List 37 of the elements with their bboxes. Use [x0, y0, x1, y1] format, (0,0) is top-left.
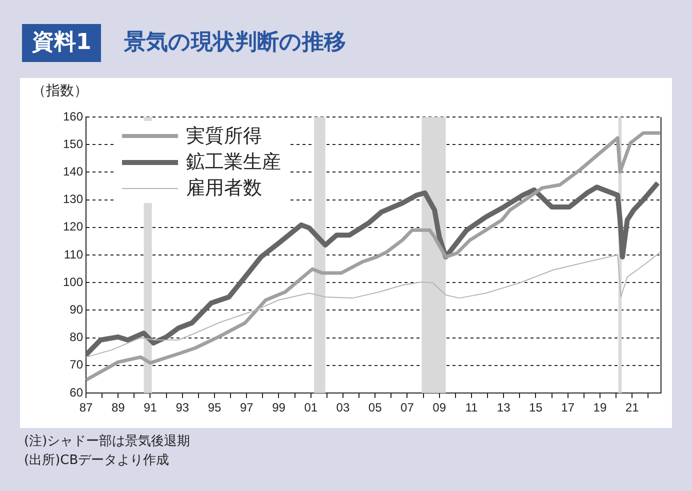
x-tick-label: 01: [304, 400, 318, 415]
legend-label: 鉱工業生産: [185, 150, 281, 175]
text: 資料1: [22, 24, 102, 62]
y-tick-label: 110: [64, 247, 84, 262]
y-tick-label: 90: [70, 302, 84, 317]
x-tick-label: 09: [432, 400, 446, 415]
x-tick-label: 17: [561, 400, 575, 415]
y-tick-label: 60: [70, 385, 84, 400]
x-tick-label: 91: [144, 400, 158, 415]
x-tick-label: 99: [272, 400, 286, 415]
text: (出所)CBデータより作成: [24, 452, 170, 470]
x-tick-label: 05: [368, 400, 382, 415]
x-tick-label: 11: [465, 400, 478, 415]
x-tick-label: 07: [400, 400, 414, 415]
legend-label: 雇用者数: [185, 176, 263, 201]
x-tick-label: 19: [593, 400, 607, 415]
chart-title: 景気の現状判断の推移: [124, 29, 346, 57]
x-tick-label: 95: [208, 400, 222, 415]
y-tick-label: 100: [62, 274, 84, 289]
y-tick-label: 160: [62, 109, 84, 124]
x-tick-label: 97: [240, 400, 254, 415]
text: (注)シャドー部は景気後退期: [24, 433, 190, 451]
x-tick-label: 15: [529, 400, 543, 415]
x-tick-label: 21: [625, 400, 640, 415]
x-tick-label: 13: [496, 400, 511, 415]
x-tick-label: 89: [111, 400, 126, 415]
y-axis-title: （指数）: [32, 82, 88, 100]
x-tick-label: 93: [176, 400, 190, 415]
x-tick-label: 03: [336, 400, 350, 415]
y-tick-label: 70: [70, 358, 84, 372]
y-tick-label: 120: [62, 220, 84, 234]
y-tick-label: 130: [62, 192, 84, 206]
y-tick-label: 150: [62, 136, 84, 151]
x-tick-label: 87: [79, 400, 93, 415]
y-tick-label: 80: [70, 330, 84, 344]
legend-label: 実質所得: [185, 124, 263, 149]
y-tick-label: 140: [62, 164, 84, 179]
